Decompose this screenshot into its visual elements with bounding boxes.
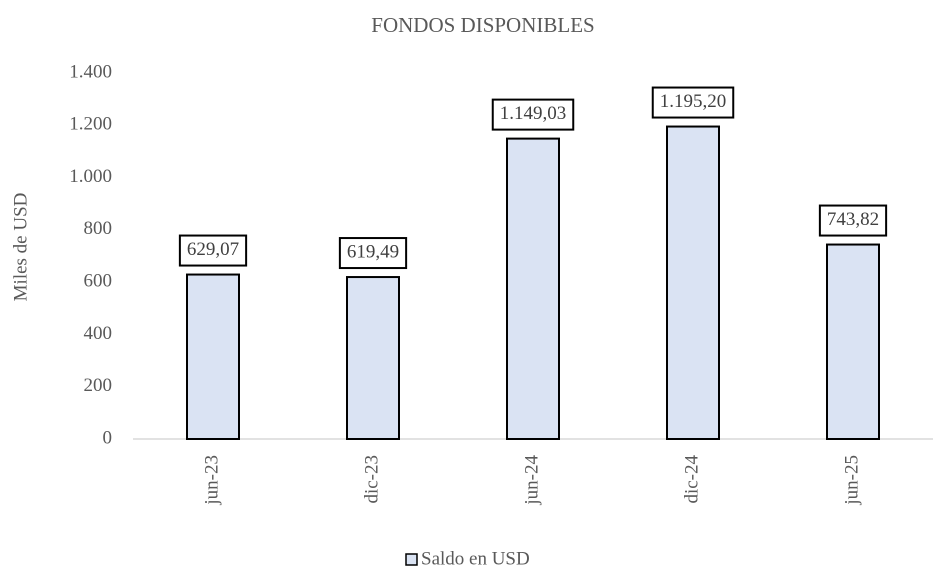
data-label: 619,49 xyxy=(347,241,399,262)
legend-label: Saldo en USD xyxy=(421,548,530,568)
y-tick-label: 400 xyxy=(84,323,113,344)
chart-title: FONDOS DISPONIBLES xyxy=(371,13,594,37)
y-tick-label: 200 xyxy=(84,375,113,396)
y-axis-label: Miles de USD xyxy=(10,193,31,302)
y-tick-label: 0 xyxy=(103,427,113,448)
legend-swatch xyxy=(405,553,418,566)
data-label: 1.195,20 xyxy=(660,91,727,112)
bar xyxy=(346,276,400,440)
y-tick-label: 800 xyxy=(84,218,113,239)
data-label-box xyxy=(818,204,888,237)
data-label: 629,07 xyxy=(187,239,239,260)
x-tick-label: dic-24 xyxy=(681,455,702,504)
data-label-box xyxy=(651,86,735,119)
data-label-box xyxy=(338,237,408,270)
x-tick-label: jun-23 xyxy=(201,455,222,506)
y-tick-label: 600 xyxy=(84,271,113,292)
data-label: 743,82 xyxy=(827,209,879,230)
y-tick-label: 1.200 xyxy=(69,114,112,135)
bar xyxy=(186,273,240,440)
x-tick-label: jun-24 xyxy=(521,455,542,506)
y-tick-label: 1.000 xyxy=(69,166,112,187)
data-label-box xyxy=(491,98,575,131)
bar xyxy=(506,137,560,441)
y-tick-label: 1.400 xyxy=(69,61,112,82)
x-tick-label: dic-23 xyxy=(361,455,382,504)
data-label-box xyxy=(178,234,248,267)
bar xyxy=(666,125,720,441)
x-tick-label: jun-25 xyxy=(841,455,862,506)
bar xyxy=(826,243,880,440)
data-label: 1.149,03 xyxy=(500,103,567,124)
